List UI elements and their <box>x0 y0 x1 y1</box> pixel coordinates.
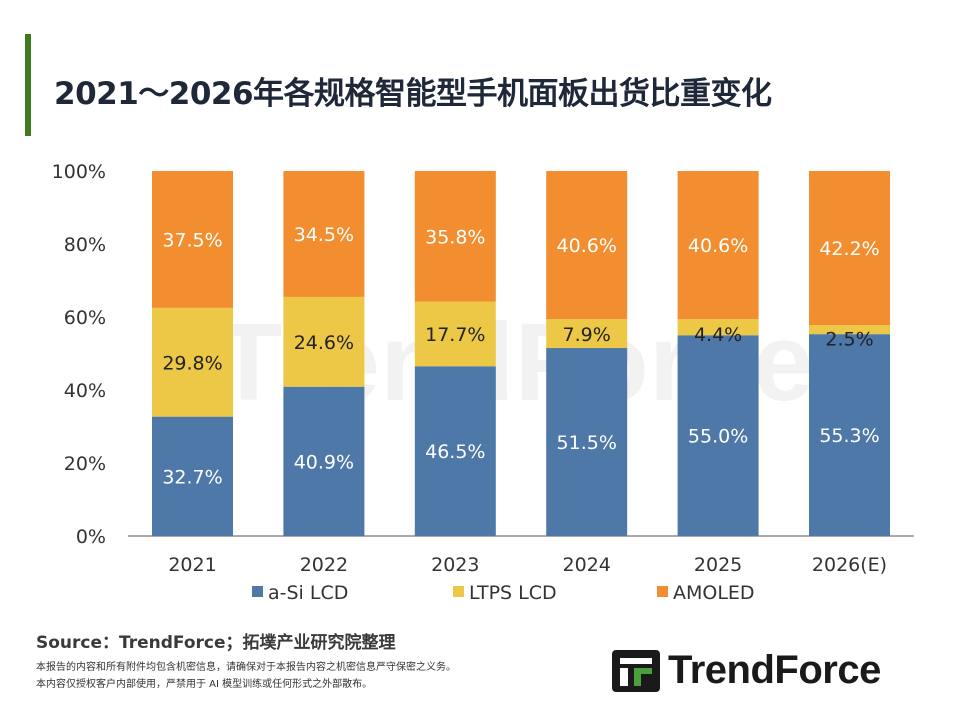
x-tick-label: 2024 <box>563 554 611 576</box>
y-tick-label: 80% <box>64 234 106 256</box>
data-label: 2.5% <box>825 329 873 351</box>
bar-segment-ltps-lcd <box>546 319 628 349</box>
y-tick-label: 20% <box>64 453 106 475</box>
bar-segment-a-si-lcd <box>546 348 628 536</box>
source-text: Source：TrendForce；拓墣产业研究院整理 <box>36 633 396 653</box>
data-label: 55.0% <box>688 426 748 448</box>
bar-segment-a-si-lcd <box>414 366 496 536</box>
legend-swatch <box>252 586 263 597</box>
y-tick-label: 40% <box>64 380 106 402</box>
data-label: 40.6% <box>557 235 617 257</box>
y-tick-label: 100% <box>52 161 106 183</box>
y-tick-label: 0% <box>76 526 106 548</box>
x-tick-label: 2021 <box>168 554 216 576</box>
data-label: 32.7% <box>162 466 222 488</box>
y-tick-label: 60% <box>64 307 106 329</box>
bar-segment-ltps-lcd <box>677 319 759 336</box>
confidential-note: 本报告的内容和所有附件均包含机密信息，请确保对于本报告内容之机密信息严守保密之义… <box>36 662 456 673</box>
bar-segment-ltps-lcd <box>809 325 890 335</box>
x-tick-label: 2023 <box>431 554 479 576</box>
trendforce-logo-icon <box>612 649 660 692</box>
x-tick-label: 2022 <box>300 554 348 576</box>
bar-segment-amoled <box>283 171 365 297</box>
page-title: 2021～2026年各规格智能型手机面板出货比重变化 <box>54 76 772 112</box>
data-label: 51.5% <box>557 432 617 454</box>
data-label: 40.6% <box>688 235 748 257</box>
x-tick-label: 2025 <box>694 554 742 576</box>
stacked-bar-chart: TrendForce 0%20%40%60%80%100%32.7%29.8%3… <box>52 161 914 604</box>
bar-segment-amoled <box>414 171 496 302</box>
x-tick-label: 2026(E) <box>812 554 887 576</box>
data-label: 34.5% <box>294 224 354 246</box>
bar-segment-amoled <box>809 171 890 326</box>
bar-segment-amoled <box>546 171 628 320</box>
bar-segment-a-si-lcd <box>152 416 233 536</box>
legend-swatch <box>453 586 464 597</box>
legend-label: AMOLED <box>673 582 755 604</box>
bar-segment-amoled <box>677 171 759 320</box>
bar-segment-ltps-lcd <box>152 307 233 417</box>
trendforce-logo: TrendForce <box>612 648 881 693</box>
legend-label: a-Si LCD <box>268 582 348 604</box>
title-accent-bar <box>25 34 31 136</box>
data-label: 37.5% <box>162 229 222 251</box>
data-label: 24.6% <box>294 332 354 354</box>
data-label: 46.5% <box>425 441 485 463</box>
data-label: 35.8% <box>425 226 485 248</box>
bar-segment-a-si-lcd <box>283 386 365 536</box>
legend-swatch <box>657 586 668 597</box>
bar-segment-ltps-lcd <box>283 296 365 387</box>
bar-segment-ltps-lcd <box>414 301 496 367</box>
data-label: 7.9% <box>563 324 611 346</box>
bar-segment-a-si-lcd <box>809 334 890 536</box>
data-label: 29.8% <box>162 352 222 374</box>
trendforce-logo-text: TrendForce <box>668 648 881 692</box>
bar-segment-a-si-lcd <box>677 335 759 536</box>
usage-note: 本内容仅授权客户内部使用，严禁用于 AI 模型训练或任何形式之外部散布。 <box>36 679 373 690</box>
data-label: 55.3% <box>819 425 879 447</box>
data-label: 4.4% <box>694 324 742 346</box>
data-label: 17.7% <box>425 324 485 346</box>
data-label: 40.9% <box>294 451 354 473</box>
bar-segment-amoled <box>152 171 233 308</box>
legend-label: LTPS LCD <box>469 582 557 604</box>
data-label: 42.2% <box>819 238 879 260</box>
